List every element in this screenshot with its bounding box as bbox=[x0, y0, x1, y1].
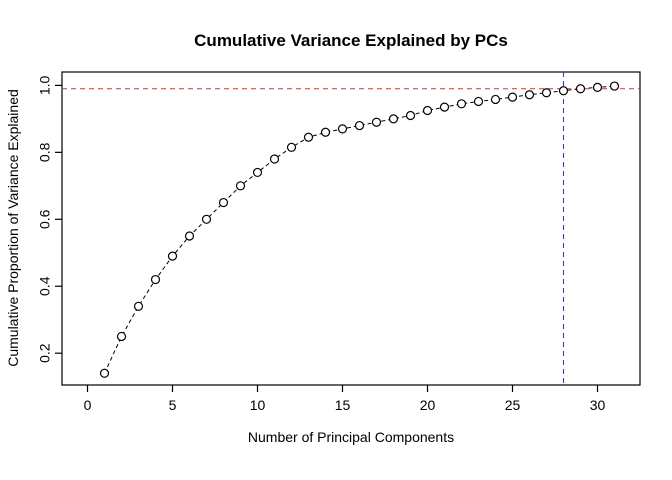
data-point bbox=[575, 84, 586, 94]
data-point bbox=[490, 94, 501, 105]
data-point bbox=[303, 132, 314, 142]
data-point bbox=[133, 301, 144, 311]
data-point bbox=[507, 92, 518, 102]
data-point bbox=[286, 142, 297, 152]
x-axis-label: Number of Principal Components bbox=[248, 429, 454, 445]
y-tick-label: 0.2 bbox=[37, 343, 53, 363]
data-point bbox=[541, 88, 552, 98]
data-point bbox=[150, 274, 161, 285]
data-point bbox=[320, 127, 331, 137]
data-point bbox=[354, 120, 365, 131]
x-tick-label: 15 bbox=[335, 397, 351, 413]
data-point bbox=[269, 154, 280, 164]
data-point bbox=[167, 251, 178, 261]
x-tick-label: 0 bbox=[84, 397, 92, 413]
data-point bbox=[558, 86, 569, 96]
data-point bbox=[439, 102, 450, 112]
data-point bbox=[473, 96, 484, 107]
data-point bbox=[252, 167, 263, 178]
x-tick-label: 10 bbox=[250, 397, 266, 413]
data-point bbox=[456, 99, 467, 109]
data-point bbox=[524, 90, 535, 100]
data-point bbox=[405, 110, 416, 121]
data-point bbox=[99, 368, 110, 378]
data-point bbox=[609, 81, 620, 91]
chart-title: Cumulative Variance Explained by PCs bbox=[194, 31, 508, 50]
y-axis-label: Cumulative Proportion of Variance Explai… bbox=[5, 89, 21, 367]
data-point bbox=[388, 114, 399, 124]
y-tick-label: 0.4 bbox=[37, 276, 53, 296]
x-tick-label: 5 bbox=[169, 397, 177, 413]
y-tick-label: 0.8 bbox=[37, 142, 53, 162]
x-tick-label: 30 bbox=[590, 397, 606, 413]
y-tick-label: 1.0 bbox=[37, 75, 53, 95]
data-point bbox=[184, 231, 195, 241]
data-point bbox=[201, 214, 212, 224]
data-point bbox=[116, 331, 127, 342]
y-tick-label: 0.6 bbox=[37, 209, 53, 229]
plot-box bbox=[61, 71, 641, 386]
data-point bbox=[337, 124, 348, 134]
data-point bbox=[218, 197, 229, 208]
data-point bbox=[422, 105, 433, 116]
x-tick-label: 25 bbox=[505, 397, 521, 413]
x-tick-label: 20 bbox=[420, 397, 436, 413]
data-point bbox=[235, 181, 246, 191]
data-point bbox=[592, 82, 603, 92]
data-point bbox=[371, 117, 382, 127]
